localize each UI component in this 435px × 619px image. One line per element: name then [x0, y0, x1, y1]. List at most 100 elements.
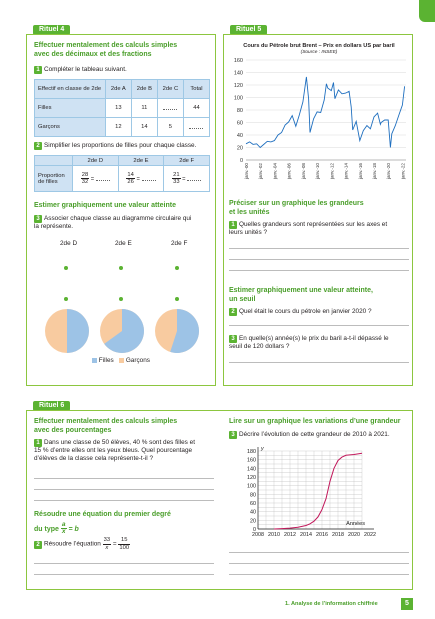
y-tick-label: 40: [237, 133, 243, 139]
rituel5-sub1-line1: Préciser sur un graphique les grandeurs: [229, 200, 364, 207]
rituel5-q1-line2: leurs unités ?: [229, 229, 268, 236]
fraction-cell[interactable]: 21 33 =: [163, 165, 210, 192]
question-number: 2: [229, 308, 237, 316]
answer-line[interactable]: [34, 574, 214, 575]
table-row: Garçons 12 14 5: [34, 117, 211, 137]
class-label: 2de E: [115, 240, 132, 247]
rituel6-q2: 2 Résoudre l’équation 33 x = 15 100: [34, 537, 219, 551]
table-header-cell: 2de C: [156, 79, 184, 99]
match-dot[interactable]: [119, 266, 123, 270]
rituel4-title: Effectuer mentalement des calculs simple…: [34, 42, 214, 59]
equals-sign: =: [136, 176, 140, 183]
y-tick-label: 160: [247, 458, 256, 464]
answer-cell[interactable]: [182, 117, 211, 137]
rituel4-q2: 2 Simplifier les proportions de filles po…: [34, 142, 216, 150]
rituel4-title-line2: avec des décimaux et des fractions: [34, 50, 152, 58]
answer-line[interactable]: [229, 325, 409, 326]
x-tick-label: 2018: [332, 532, 344, 538]
row-label-line2: de filles: [38, 178, 58, 185]
answer-line[interactable]: [229, 270, 409, 271]
match-dot[interactable]: [64, 266, 68, 270]
x-tick-label: 2010: [268, 532, 280, 538]
rituel5-sub2-line2: un seuil: [229, 295, 256, 303]
table-row: Proportion de filles 28 32 = 14 26 = 21 33 …: [34, 165, 210, 192]
x-tick-label: 2012: [284, 532, 296, 538]
table-row: Filles 13 11 44: [34, 98, 211, 118]
equals-sign: =: [182, 176, 186, 183]
y-tick-label: 100: [234, 96, 243, 102]
match-dot[interactable]: [64, 297, 68, 301]
answer-line[interactable]: [229, 362, 409, 363]
question-number: 1: [229, 221, 237, 229]
x-tick-label: 2022: [364, 532, 376, 538]
table-header-row: Effectif en classe de 2de 2de A 2de B 2d…: [34, 79, 211, 99]
x-tick-label: janv.-04: [272, 163, 277, 180]
footer-chapter: 1. Analyse de l’information chiffrée: [285, 601, 378, 607]
answer-line[interactable]: [34, 478, 214, 479]
table-header-cell: 2de A: [104, 79, 132, 99]
rituel4-title-line1: Effectuer mentalement des calculs simple…: [34, 42, 178, 49]
rituel4-q1-text: Compléter le tableau suivant.: [44, 66, 127, 73]
proportion-table: 2de D 2de E 2de F Proportion de filles 2…: [34, 155, 210, 192]
x-axis-label: Années: [346, 521, 365, 527]
y-tick-label: 140: [234, 71, 243, 77]
y-tick-label: 40: [250, 510, 256, 516]
y-tick-label: 100: [247, 484, 256, 490]
rituel4-q2-text: Simplifier les proportions de filles pou…: [44, 142, 197, 149]
y-tick-label: 60: [250, 501, 256, 507]
table-cell: 14: [130, 117, 158, 137]
equals-sign: =: [90, 176, 95, 183]
match-dot[interactable]: [175, 266, 179, 270]
y-tick-label: 140: [247, 466, 256, 472]
legend-swatch-filles: [92, 357, 97, 363]
page-number: 5: [401, 598, 413, 610]
rituel5-tag: Rituel 5: [230, 25, 268, 35]
x-tick-label: 2016: [316, 532, 328, 538]
rituel5-q1-line1: Quelles grandeurs sont représentées sur …: [239, 221, 388, 228]
x-tick-label: janv.-00: [244, 163, 249, 180]
match-dot[interactable]: [175, 297, 179, 301]
answer-cell[interactable]: [156, 98, 184, 118]
y-tick-label: 160: [234, 58, 243, 64]
rituel6-box: [26, 410, 413, 590]
y-tick-label: 0: [253, 527, 256, 533]
question-number: 2: [34, 142, 42, 150]
y-tick-label: 120: [234, 83, 243, 89]
rituel5-q2: 2 Quel était le cours du pétrole en janvi…: [229, 308, 411, 316]
answer-line[interactable]: [229, 248, 409, 249]
rituel6-tag: Rituel 6: [33, 401, 71, 411]
chart-source: (Source : INSEE): [300, 50, 338, 55]
fraction-cell[interactable]: 14 26 =: [117, 165, 165, 192]
answer-line[interactable]: [34, 563, 214, 564]
answer-line[interactable]: [229, 563, 409, 564]
pie-slice-filles: [67, 309, 89, 353]
answer-line[interactable]: [229, 574, 409, 575]
x-tick-label: janv.-18: [372, 163, 377, 180]
effectif-table: Effectif en classe de 2de 2de A 2de B 2d…: [34, 79, 211, 137]
rituel5-q3: 3 En quelle(s) année(s) le prix du baril …: [229, 335, 411, 351]
x-tick-label: janv.-06: [287, 163, 292, 180]
rituel4-q1: 1 Compléter le tableau suivant.: [34, 66, 127, 74]
rituel5-box: [223, 34, 413, 386]
fraction-cell[interactable]: 28 32 =: [71, 165, 119, 192]
rituel4-box: [26, 34, 216, 386]
y-tick-label: 20: [250, 518, 256, 524]
x-tick-label: janv.-22: [400, 163, 405, 180]
fraction: 33 x: [102, 537, 112, 551]
answer-line[interactable]: [229, 552, 409, 553]
x-tick-label: janv.-12: [329, 163, 334, 180]
rituel6-sub-line1: Résoudre une équation du premier degré: [34, 511, 171, 518]
answer-line[interactable]: [34, 500, 214, 501]
y-tick-label: 80: [237, 108, 243, 114]
table-header-row: 2de D 2de E 2de F: [34, 155, 210, 166]
x-tick-label: janv.-16: [358, 163, 363, 180]
match-dot[interactable]: [119, 297, 123, 301]
rituel5-sub1-line2: et les unités: [229, 208, 270, 216]
series-line: [245, 76, 406, 149]
series-line: [273, 452, 363, 530]
rituel6-q1-line1: Dans une classe de 50 élèves, 40 % sont …: [44, 439, 195, 446]
answer-line[interactable]: [34, 489, 214, 490]
rituel4-q3: 3 Associer chaque classe au diagramme cir…: [34, 215, 214, 231]
answer-line[interactable]: [229, 259, 409, 260]
